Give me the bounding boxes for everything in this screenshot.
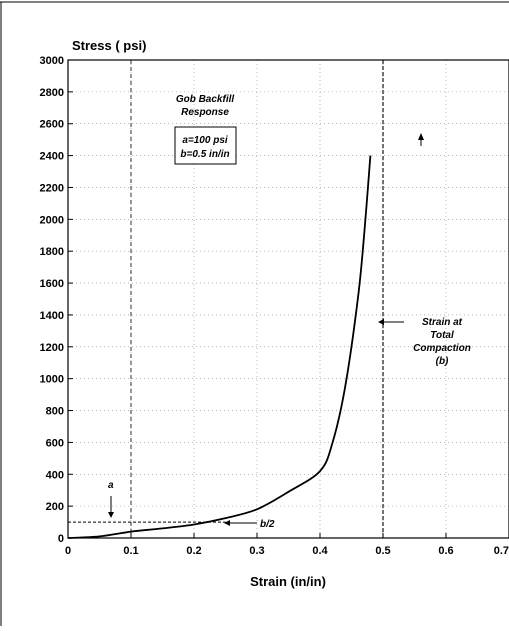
x-tick-label: 0.4: [312, 545, 328, 557]
y-axis-ticks: 0 200 400 600 800 1000 1200 1400 1600 1800 2000 220…: [40, 55, 73, 545]
params-a: a=100 psi: [182, 135, 228, 146]
compaction-label-line4: (b): [436, 356, 449, 367]
a-arrowhead: [108, 512, 114, 518]
b-half-arrowhead: [224, 520, 230, 526]
plot-area: [67, 59, 509, 539]
x-tick-label: 0: [65, 545, 71, 557]
x-axis-title: Strain (in/in): [250, 574, 326, 589]
a-label: a: [108, 480, 114, 491]
x-tick-label: 0.2: [186, 545, 201, 557]
x-tick-label: 0.3: [249, 545, 264, 557]
x-tick-label: 0.1: [123, 545, 138, 557]
grid: [68, 60, 509, 538]
x-tick-label: 0.7: [494, 545, 509, 557]
compaction-label-line2: Total: [430, 330, 454, 341]
y-tick-label: 800: [46, 406, 64, 418]
y-tick-label: 400: [46, 469, 64, 481]
y-axis-title: Stress ( psi): [72, 38, 146, 53]
compaction-label-line3: Compaction: [413, 343, 471, 354]
x-tick-label: 0.5: [375, 545, 390, 557]
y-tick-label: 1800: [40, 246, 64, 258]
compaction-arrowhead: [378, 319, 384, 325]
response-title-line1: Gob Backfill: [176, 94, 235, 105]
response-title-line2: Response: [181, 107, 229, 118]
y-tick-label: 1200: [40, 342, 64, 354]
y-tick-label: 2200: [40, 182, 64, 194]
y-tick-label: 1400: [40, 310, 64, 322]
y-tick-label: 1600: [40, 278, 64, 290]
compaction-label-line1: Strain at: [422, 317, 463, 328]
reference-lines: [68, 60, 384, 538]
b-half-label: b/2: [260, 519, 275, 530]
y-tick-label: 2400: [40, 151, 64, 163]
x-axis-ticks: 0 0.1 0.2 0.3 0.4 0.5 0.6 0.7: [65, 533, 509, 557]
y-tick-label: 0: [58, 533, 64, 545]
y-tick-label: 3000: [40, 55, 64, 67]
y-tick-label: 2800: [40, 87, 64, 99]
params-b: b=0.5 in/in: [180, 149, 229, 160]
y-tick-label: 2600: [40, 119, 64, 131]
y-tick-label: 200: [46, 501, 64, 513]
curve-end-arrowhead: [418, 133, 424, 140]
y-tick-label: 2000: [40, 214, 64, 226]
y-tick-label: 600: [46, 437, 64, 449]
params-box: [174, 126, 237, 165]
y-tick-label: 1000: [40, 374, 64, 386]
x-tick-label: 0.6: [438, 545, 453, 557]
stress-strain-curve: [67, 155, 372, 539]
